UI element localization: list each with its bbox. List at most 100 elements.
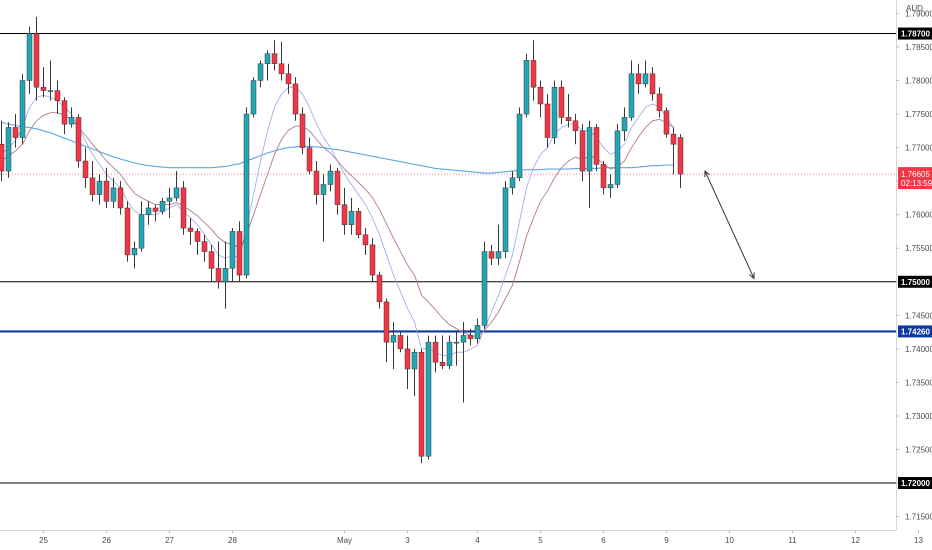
level-tag [898,325,932,338]
x-tick-label: 25 [39,536,48,545]
candle-body [138,214,145,249]
y-tick-label: 1.77500 [905,110,932,119]
candle-body [565,117,572,122]
candle-body [516,113,523,179]
currency-label: AUD [906,4,923,13]
candle-body [131,247,138,256]
candle-body [159,201,166,212]
x-tick-label: 12 [851,536,860,545]
x-tick-label: May [337,536,352,545]
candle-body [264,53,271,64]
level-tag-label: 1.75000 [901,278,930,287]
y-tick-label: 1.78500 [905,43,932,52]
candle-body [313,170,320,195]
candle-body [663,110,670,135]
candle-body [474,325,481,340]
moving-average-line [1,86,674,357]
candle-body [306,147,313,172]
y-tick-label: 1.73000 [905,412,932,421]
candlesticks [0,16,684,463]
candle-body [12,127,19,138]
candle-body [215,268,222,283]
candle-body [404,348,411,370]
candle-body [376,274,383,303]
candle-body [110,187,117,202]
candle-body [257,63,264,81]
candle-body [383,301,390,343]
y-tick-label: 1.73500 [905,378,932,387]
candle-body [502,187,509,252]
projection-arrow-line [704,170,755,279]
candle-body [355,211,362,236]
candle-body [47,90,54,92]
candle-body [117,187,124,209]
candle-body [530,60,537,88]
candle-body [670,133,677,145]
candle-body [278,63,285,75]
candle-body [89,177,96,195]
candle-body [656,93,663,111]
candle-body [523,60,530,115]
candle-body [467,335,474,340]
x-tick-label: 27 [165,536,174,545]
candle-body [607,184,614,189]
candle-body [558,86,565,118]
candle-body [145,207,152,215]
candle-body [453,341,460,344]
x-tick-label: 28 [228,536,237,545]
y-tick-label: 1.74500 [905,311,932,320]
candle-body [124,207,131,256]
x-tick-label: 9 [664,536,669,545]
candle-body [285,73,292,85]
annotations [704,170,755,280]
candle-body [82,160,89,179]
y-tick-label: 1.79000 [905,9,932,18]
y-tick-label: 1.77000 [905,144,932,153]
moving-average-line [1,121,674,174]
candle-body [292,83,299,115]
candle-body [187,227,194,232]
y-tick-label: 1.74000 [905,345,932,354]
candle-body [537,86,544,105]
candle-body [635,73,642,85]
level-tag-label: 1.72000 [901,479,930,488]
level-tag-label: 1.78700 [901,30,930,39]
support-resistance-lines [0,33,896,484]
candle-body [33,33,40,88]
candle-body [166,197,173,202]
candle-body [222,268,229,283]
x-tick-label: 10 [725,536,734,545]
candle-body [348,211,355,225]
price-axis[interactable]: AUD 1.79000 1.78500 1.78000 1.77500 1.77000 1… [896,0,932,530]
candle-body [271,53,278,64]
arrow-head-icon [749,272,755,280]
candle-body [243,113,250,276]
countdown-label: 02:13:59 [901,179,932,188]
time-axis[interactable]: 25262728May3456910111213151718192 [0,530,932,545]
x-tick-label: 5 [538,536,543,545]
candle-body [628,73,635,118]
candle-body [54,90,61,101]
candle-body [642,73,649,85]
candle-body [593,127,600,165]
candle-body [0,143,5,172]
candle-body [250,80,257,115]
current-price-tag [898,167,932,190]
x-tick-label: 11 [788,536,797,545]
candle-body [572,120,579,132]
candle-body [551,86,558,138]
candle-body [75,117,82,162]
level-tag [898,275,932,288]
candle-body [600,164,607,189]
x-tick-label: 4 [475,536,480,545]
y-tick-label: 1.75500 [905,244,932,253]
candle-body [327,170,334,185]
candle-body [61,100,68,125]
candle-body [369,244,376,276]
candle-body [334,170,341,205]
candle-body [26,33,33,81]
candle-body [341,204,348,225]
candle-body [544,103,551,138]
arrow-head-icon [704,170,710,178]
